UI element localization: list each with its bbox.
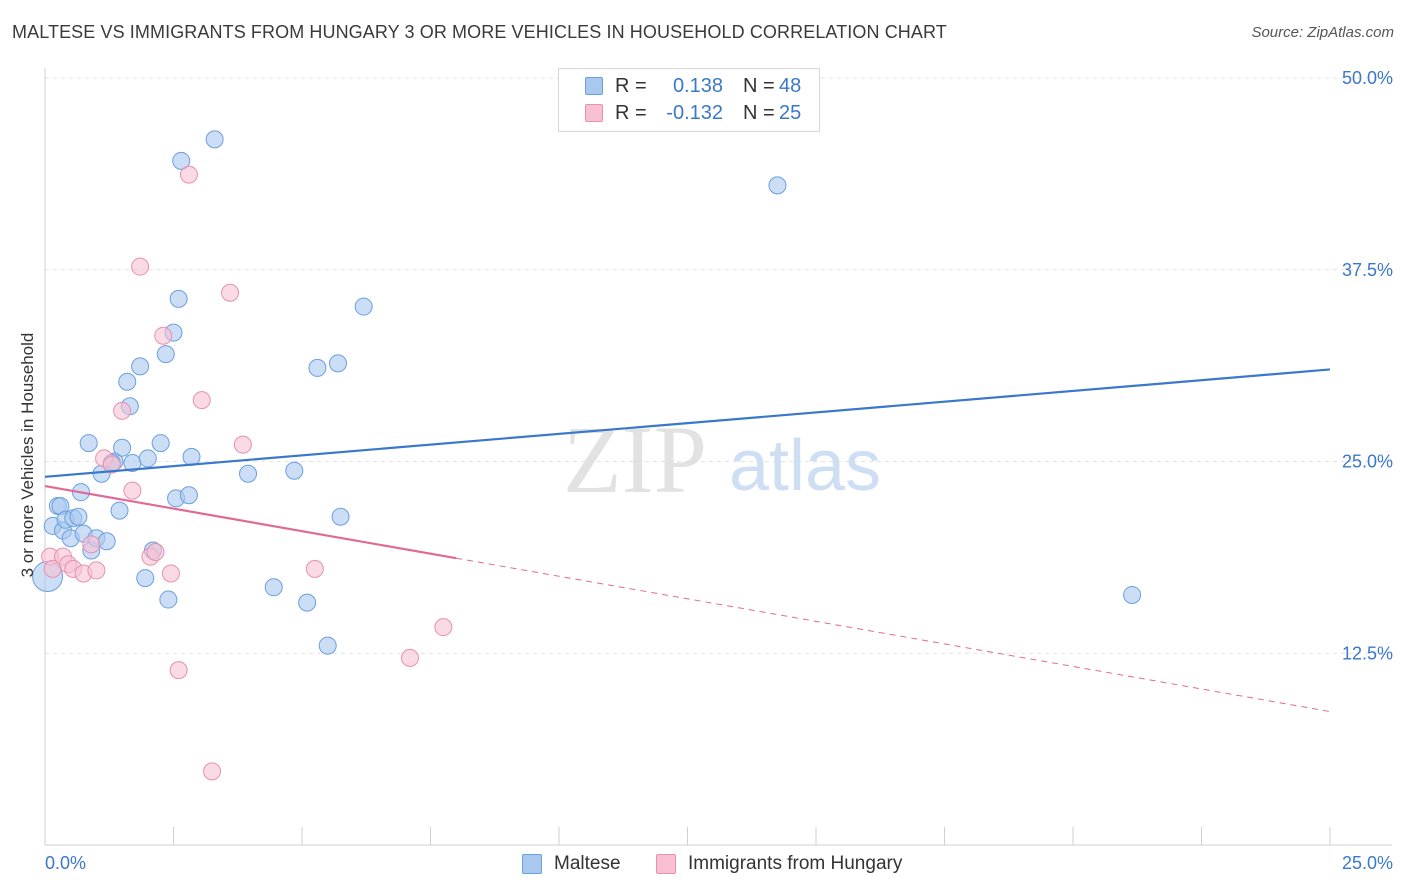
maltese-point bbox=[298, 593, 317, 612]
maltese-point bbox=[110, 501, 129, 520]
maltese-point bbox=[331, 507, 350, 526]
maltese-point bbox=[768, 176, 787, 195]
hungary-point bbox=[113, 401, 132, 420]
maltese-point bbox=[264, 578, 283, 597]
hungary-point bbox=[102, 455, 121, 474]
legend-r-value: -0.132 bbox=[666, 101, 723, 124]
watermark-zip: ZIP bbox=[563, 406, 707, 513]
legend-row-maltese: R = 0.138 N = 48 bbox=[585, 73, 801, 99]
y-tick-label: 37.5% bbox=[1342, 260, 1393, 280]
maltese-point bbox=[318, 636, 337, 655]
maltese-point bbox=[136, 569, 155, 588]
legend-r-label: R = bbox=[615, 101, 647, 124]
maltese-point bbox=[79, 434, 98, 453]
hungary-point bbox=[305, 559, 324, 578]
legend-swatch-hungary bbox=[585, 104, 603, 122]
maltese-point bbox=[179, 486, 198, 505]
maltese-point bbox=[1123, 585, 1142, 604]
legend-n-label: N = bbox=[743, 74, 775, 97]
source-label: Source: ZipAtlas.com bbox=[1251, 24, 1394, 41]
legend-r-value: 0.138 bbox=[672, 74, 723, 97]
maltese-point bbox=[131, 357, 150, 376]
hungary-point bbox=[179, 165, 198, 184]
maltese-point bbox=[239, 464, 258, 483]
maltese-point bbox=[159, 590, 178, 609]
maltese-point bbox=[328, 354, 347, 373]
legend-row-hungary: R = -0.132 N = 25 bbox=[585, 100, 801, 126]
maltese-point bbox=[156, 345, 175, 364]
maltese-point bbox=[151, 434, 170, 453]
bottom-legend-swatch-hungary bbox=[656, 854, 676, 874]
hungary-point bbox=[161, 564, 180, 583]
axes bbox=[44, 68, 1392, 846]
maltese-point bbox=[182, 447, 201, 466]
maltese-point bbox=[205, 130, 224, 149]
data-points bbox=[32, 130, 1142, 781]
maltese-point bbox=[138, 449, 157, 468]
grid-lines bbox=[45, 77, 1392, 654]
hungary-point bbox=[169, 661, 188, 680]
maltese-point bbox=[69, 507, 88, 526]
x-tick-label: 0.0% bbox=[45, 853, 86, 873]
bottom-legend-label-hungary: Immigrants from Hungary bbox=[688, 853, 903, 874]
hungary-point bbox=[192, 391, 211, 410]
hungary-trend-line bbox=[44, 484, 457, 560]
hungary-point bbox=[146, 543, 165, 562]
legend-n-value: 25 bbox=[779, 101, 802, 124]
hungary-trend-line-extrapolated bbox=[456, 557, 1331, 713]
correlation-legend: R = 0.138 N = 48 R = -0.132 N = 25 bbox=[558, 68, 820, 132]
y-tick-label: 12.5% bbox=[1342, 643, 1393, 663]
maltese-point bbox=[285, 461, 304, 480]
maltese-point bbox=[113, 438, 132, 457]
bottom-legend-swatch-maltese bbox=[522, 854, 542, 874]
hungary-point bbox=[233, 435, 252, 454]
hungary-point bbox=[87, 561, 106, 580]
maltese-point bbox=[97, 532, 116, 551]
hungary-point bbox=[203, 762, 222, 781]
hungary-point bbox=[123, 481, 142, 500]
maltese-point bbox=[172, 151, 191, 170]
hungary-point bbox=[82, 535, 101, 554]
hungary-point bbox=[131, 257, 150, 276]
bottom-legend-hungary: Immigrants from Hungary bbox=[656, 852, 902, 876]
maltese-trend-line bbox=[44, 368, 1331, 478]
maltese-point bbox=[308, 358, 327, 377]
hungary-point bbox=[154, 326, 173, 345]
legend-n-value: 48 bbox=[779, 74, 802, 97]
legend-r-label: R = bbox=[615, 74, 647, 97]
tick-labels: 12.5% 25.0% 37.5% 50.0% 0.0% 25.0% bbox=[45, 68, 1393, 873]
bottom-legend-label-maltese: Maltese bbox=[554, 853, 621, 874]
bottom-legend-maltese: Maltese bbox=[522, 852, 621, 876]
x-tick-label: 25.0% bbox=[1342, 853, 1393, 873]
hungary-point bbox=[400, 648, 419, 667]
maltese-point bbox=[354, 297, 373, 316]
legend-swatch-maltese bbox=[585, 77, 603, 95]
maltese-point bbox=[169, 289, 188, 308]
y-axis-label: 3 or more Vehicles in Household bbox=[18, 332, 37, 578]
hungary-point bbox=[434, 618, 453, 637]
y-tick-label: 25.0% bbox=[1342, 452, 1393, 472]
watermark: ZIP atlas bbox=[563, 406, 881, 513]
legend-n-label: N = bbox=[743, 101, 775, 124]
y-tick-label: 50.0% bbox=[1342, 68, 1393, 88]
chart-title: MALTESE VS IMMIGRANTS FROM HUNGARY 3 OR … bbox=[12, 22, 947, 42]
watermark-atlas: atlas bbox=[729, 426, 881, 506]
maltese-point bbox=[118, 372, 137, 391]
hungary-point bbox=[221, 283, 240, 302]
trend-lines bbox=[44, 368, 1331, 713]
